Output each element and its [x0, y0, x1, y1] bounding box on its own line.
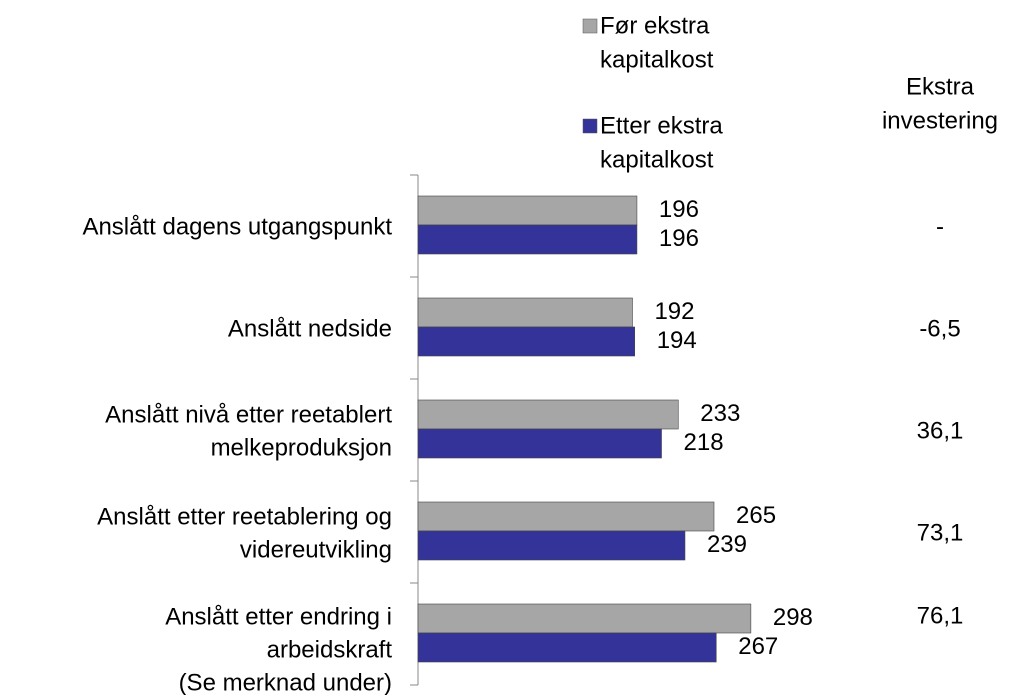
- value-label: 239: [707, 531, 747, 558]
- bar: [417, 297, 633, 328]
- category-label: melkeproduksjon: [211, 434, 392, 461]
- value-label: 233: [700, 400, 740, 427]
- category-label: Anslått etter endring i: [165, 603, 392, 630]
- bar: [417, 428, 662, 459]
- bar: [417, 530, 686, 561]
- bar: [417, 632, 717, 663]
- category-label: Anslått nivå etter reetablert: [105, 401, 392, 428]
- column-header: investering: [882, 107, 998, 134]
- bar: [417, 326, 635, 357]
- category-label: (Se merknad under): [179, 669, 392, 695]
- bar: [417, 399, 679, 430]
- category-label: Anslått etter reetablering og: [97, 503, 392, 530]
- category-label: Anslått nedside: [228, 315, 392, 342]
- legend-swatch: [582, 18, 598, 34]
- extra-investment-value: -: [936, 213, 944, 240]
- value-label: 192: [654, 298, 694, 325]
- category-label: arbeidskraft: [267, 636, 393, 663]
- value-label: 265: [736, 502, 776, 529]
- legend-swatch: [582, 118, 598, 134]
- bar: [417, 501, 715, 532]
- extra-investment-value: 73,1: [917, 519, 964, 546]
- category-label: videreutvikling: [240, 536, 392, 563]
- value-label: 194: [657, 327, 697, 354]
- value-label: 218: [684, 429, 724, 456]
- value-label: 267: [738, 633, 778, 660]
- extra-investment-value: 36,1: [917, 417, 964, 444]
- value-label: 196: [659, 196, 699, 223]
- legend-label: Etter ekstra: [600, 112, 723, 139]
- legend-label: Før ekstra: [600, 12, 710, 39]
- legend-label: kapitalkost: [600, 146, 714, 173]
- bar: [417, 603, 752, 634]
- category-label: Anslått dagens utgangspunkt: [82, 213, 392, 240]
- bar: [417, 224, 638, 255]
- extra-investment-value: -6,5: [919, 315, 960, 342]
- value-label: 196: [659, 225, 699, 252]
- value-label: 298: [773, 604, 813, 631]
- column-header: Ekstra: [906, 73, 975, 100]
- extra-investment-value: 76,1: [917, 602, 964, 629]
- legend-label: kapitalkost: [600, 46, 714, 73]
- bar: [417, 195, 638, 226]
